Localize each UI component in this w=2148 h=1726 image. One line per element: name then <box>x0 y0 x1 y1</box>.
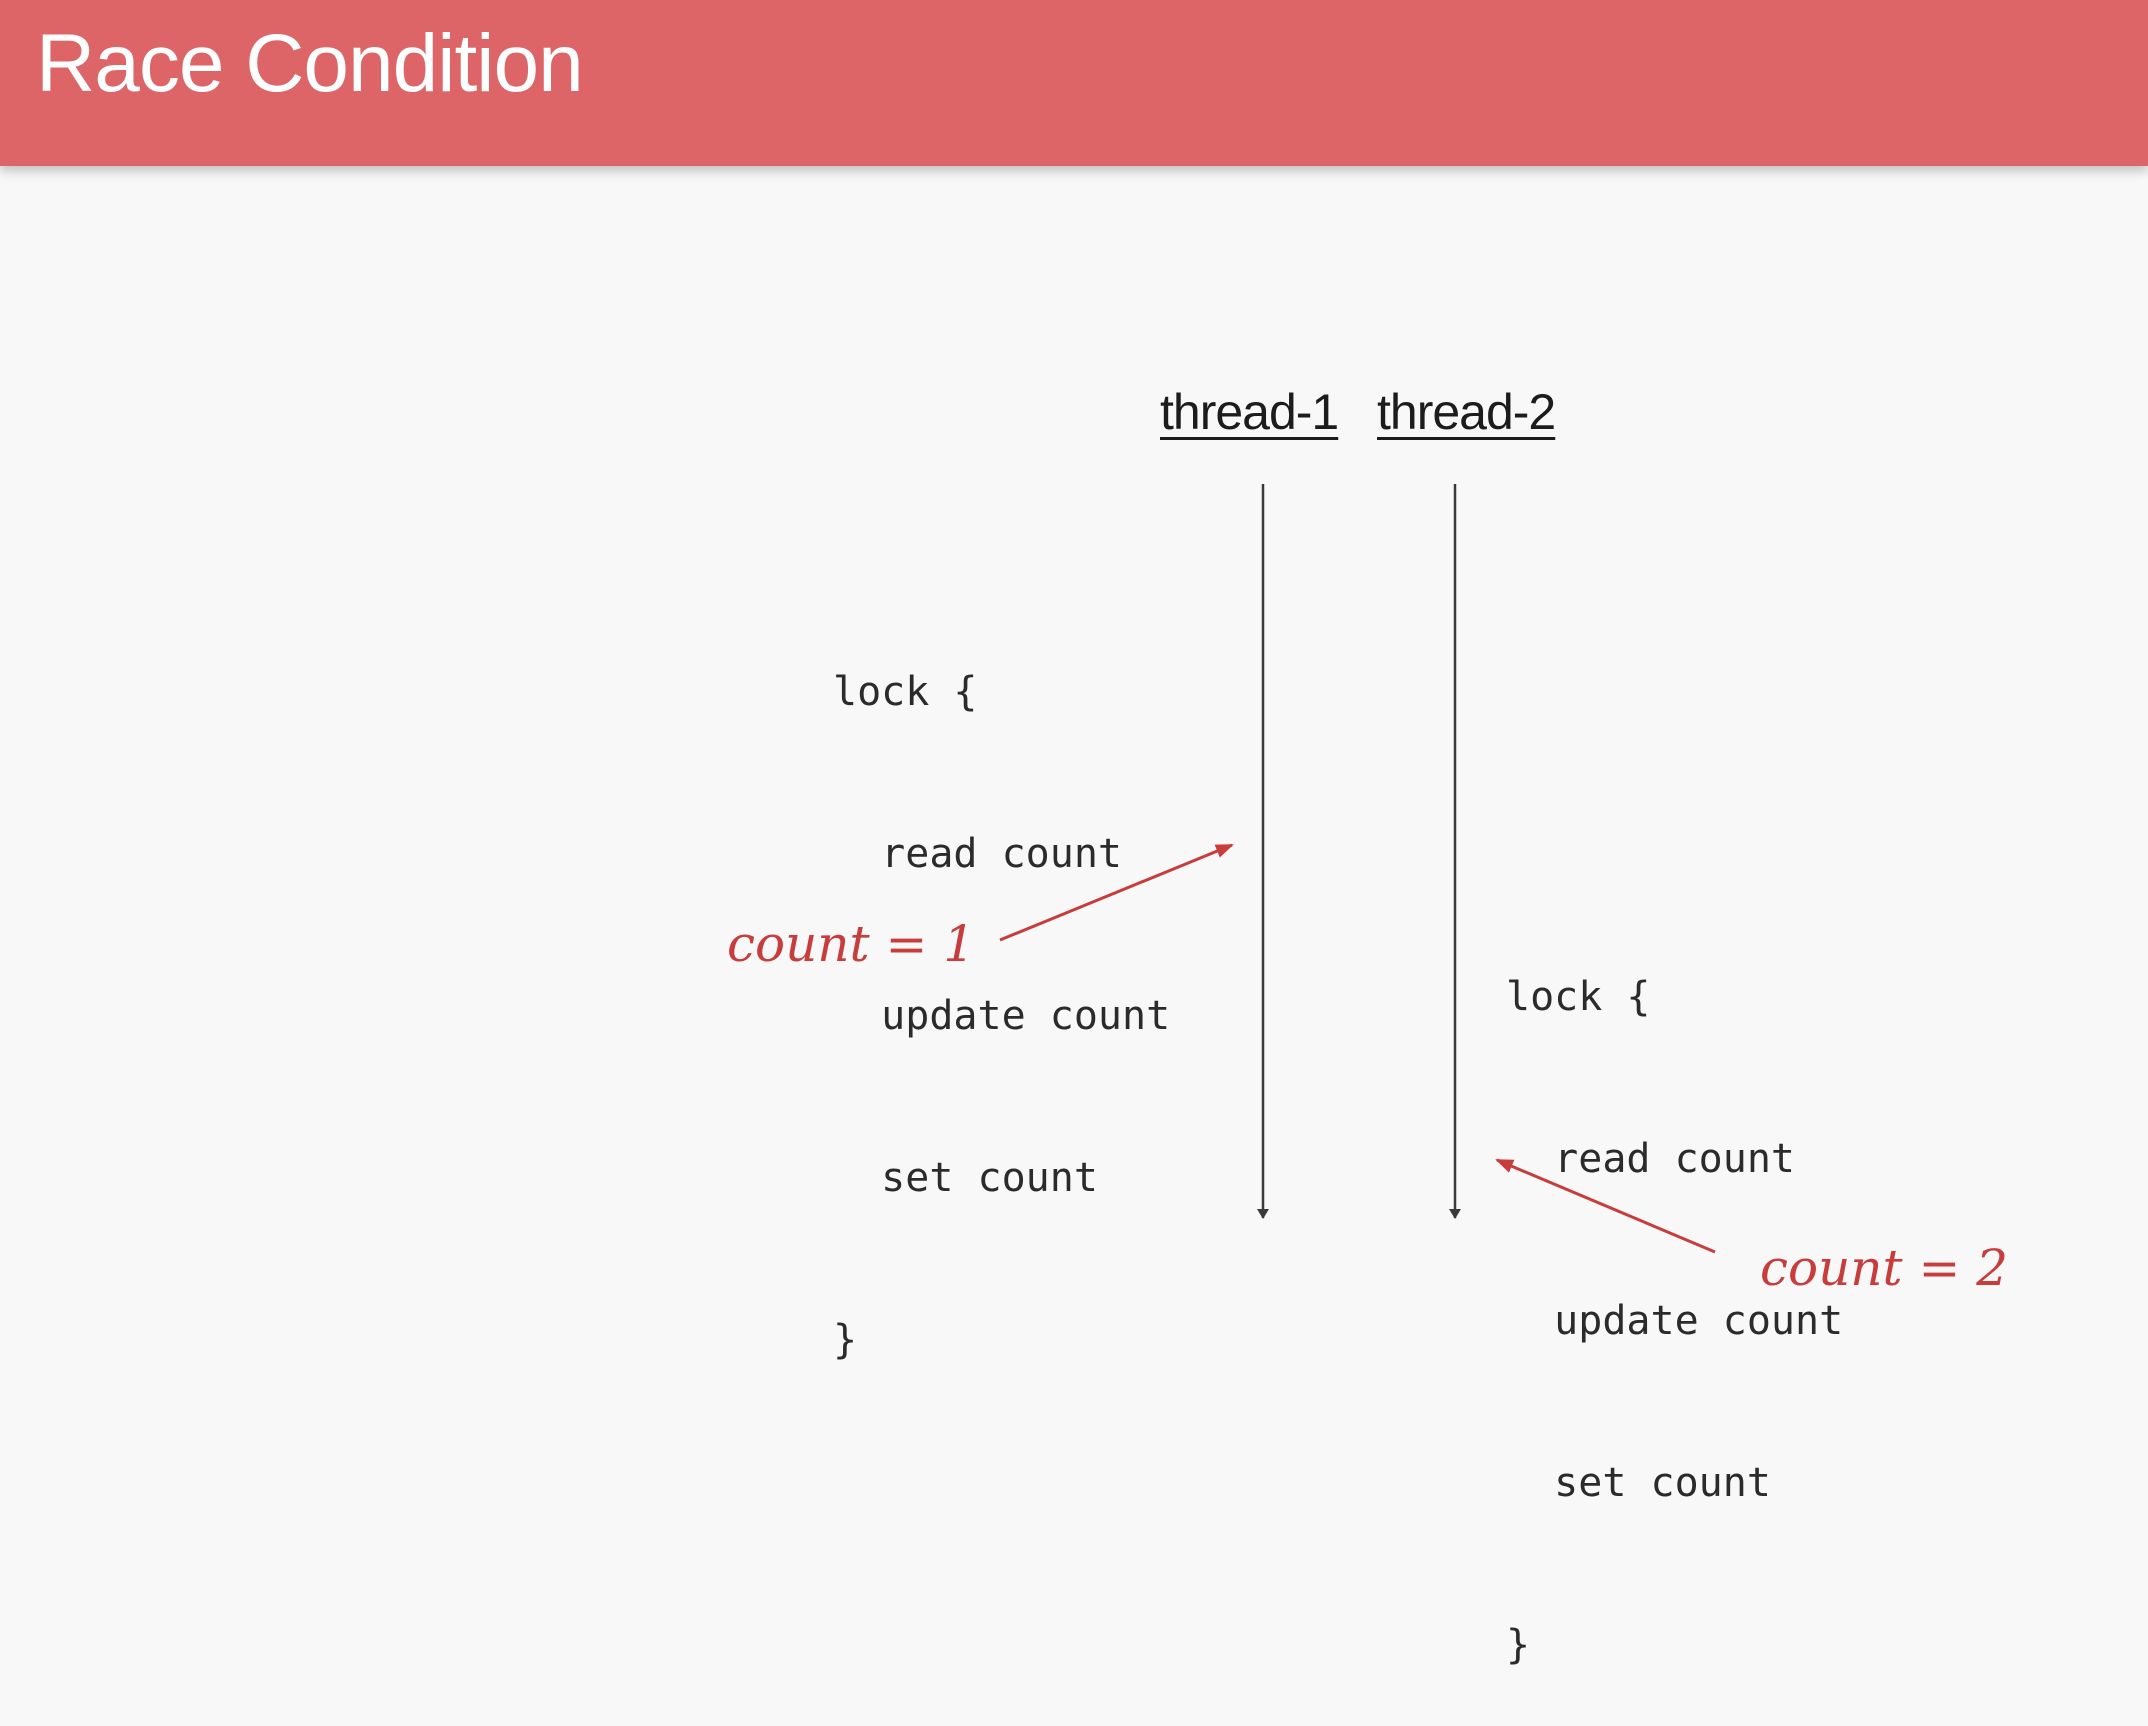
code-line: read count <box>833 831 1122 877</box>
code-line: set count <box>1506 1460 1771 1506</box>
code-line: } <box>833 1317 858 1363</box>
count-2-arrow <box>1495 1158 1716 1254</box>
code-line: update count <box>1506 1298 1844 1344</box>
diagram-lines <box>999 484 1716 1254</box>
thread-1-code-block: lock { read count update count set count… <box>833 557 1170 1421</box>
code-line: update count <box>833 993 1171 1039</box>
thread-2-label: thread-2 <box>1377 384 1556 440</box>
slide-title: Race Condition <box>36 18 584 109</box>
title-bar: Race Condition <box>0 0 2148 166</box>
thread-1-label: thread-1 <box>1160 384 1339 440</box>
code-line: lock { <box>833 669 978 715</box>
code-line: set count <box>833 1155 1098 1201</box>
code-line: read count <box>1506 1136 1795 1182</box>
count-2-annotation: count = 2 <box>1760 1239 2009 1297</box>
code-line: } <box>1506 1622 1531 1668</box>
code-line: lock { <box>1506 974 1651 1020</box>
count-1-annotation: count = 1 <box>727 915 976 973</box>
count-1-arrow <box>999 843 1234 942</box>
